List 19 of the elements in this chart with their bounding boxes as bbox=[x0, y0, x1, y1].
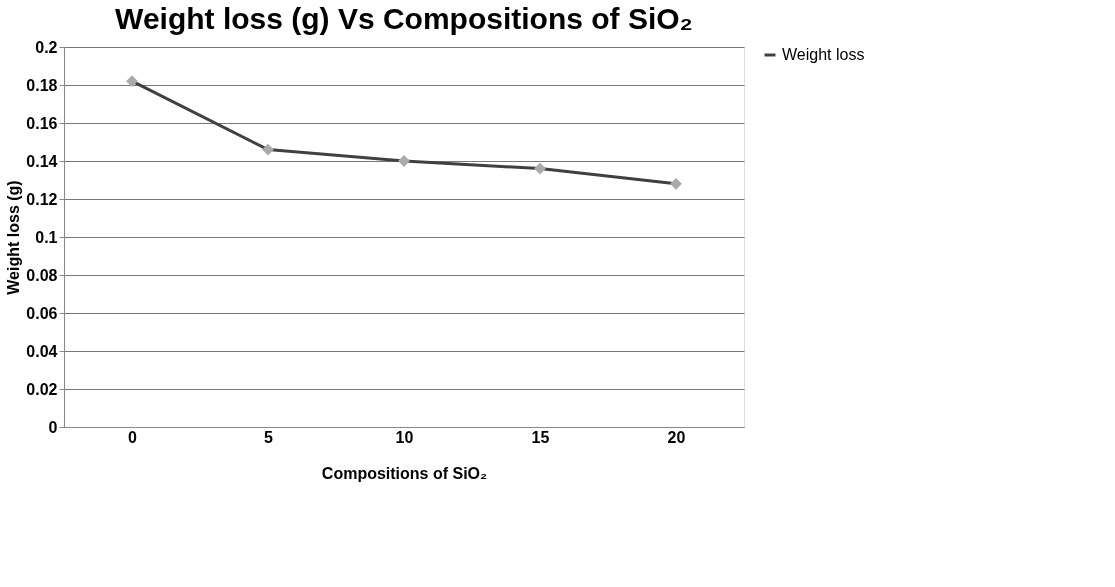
y-tick-label: 0.02 bbox=[26, 380, 58, 398]
x-tick-label: 20 bbox=[667, 428, 686, 446]
y-tick-label: 0.12 bbox=[26, 190, 58, 208]
x-axis-title: Compositions of SiO₂ bbox=[321, 464, 488, 482]
x-tick-label: 0 bbox=[128, 428, 138, 446]
chart-title: Weight loss (g) Vs Compositions of SiO₂ bbox=[115, 2, 693, 35]
y-axis-title: Weight loss (g) bbox=[5, 180, 23, 295]
x-tick-label: 10 bbox=[395, 428, 414, 446]
x-tick-label: 15 bbox=[531, 428, 550, 446]
y-tick-label: 0.04 bbox=[26, 342, 58, 360]
legend-label: Weight loss bbox=[782, 46, 865, 63]
y-tick-label: 0.18 bbox=[26, 76, 58, 94]
y-tick-label: 0.06 bbox=[26, 304, 58, 322]
x-tick-label: 5 bbox=[264, 428, 274, 446]
y-tick-label: 0.2 bbox=[35, 38, 58, 56]
y-tick-label: 0.08 bbox=[26, 266, 58, 284]
y-tick-label: 0.14 bbox=[26, 152, 58, 170]
y-tick-label: 0.16 bbox=[26, 114, 58, 132]
y-tick-label: 0.1 bbox=[35, 228, 58, 246]
